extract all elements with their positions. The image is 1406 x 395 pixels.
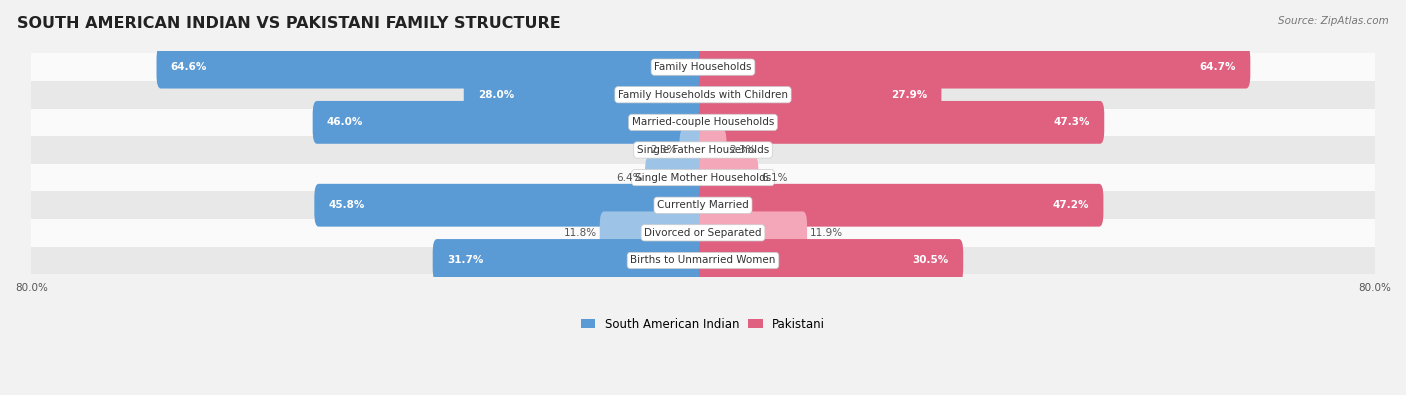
Bar [31,192,1375,219]
Text: 64.6%: 64.6% [170,62,207,72]
Text: Family Households: Family Households [654,62,752,72]
FancyBboxPatch shape [699,129,727,171]
Text: 64.7%: 64.7% [1199,62,1236,72]
Text: 27.9%: 27.9% [891,90,927,100]
FancyBboxPatch shape [699,73,942,116]
Bar [31,246,1375,274]
Bar [31,136,1375,164]
Text: Births to Unmarried Women: Births to Unmarried Women [630,256,776,265]
Text: 31.7%: 31.7% [447,256,484,265]
Text: Divorced or Separated: Divorced or Separated [644,228,762,238]
Text: 11.8%: 11.8% [564,228,598,238]
Bar [31,81,1375,109]
Text: Currently Married: Currently Married [657,200,749,210]
FancyBboxPatch shape [156,46,707,88]
Legend: South American Indian, Pakistani: South American Indian, Pakistani [578,314,828,335]
Text: Single Mother Households: Single Mother Households [636,173,770,182]
Text: 6.4%: 6.4% [616,173,643,182]
Text: Married-couple Households: Married-couple Households [631,117,775,127]
Text: 11.9%: 11.9% [810,228,842,238]
Text: 2.3%: 2.3% [651,145,676,155]
FancyBboxPatch shape [312,101,707,144]
FancyBboxPatch shape [699,156,758,199]
FancyBboxPatch shape [699,211,807,254]
FancyBboxPatch shape [699,184,1104,227]
FancyBboxPatch shape [315,184,707,227]
FancyBboxPatch shape [645,156,707,199]
Text: 28.0%: 28.0% [478,90,515,100]
Text: Family Households with Children: Family Households with Children [619,90,787,100]
Text: 2.3%: 2.3% [730,145,755,155]
FancyBboxPatch shape [433,239,707,282]
FancyBboxPatch shape [600,211,707,254]
Bar [31,219,1375,246]
Text: SOUTH AMERICAN INDIAN VS PAKISTANI FAMILY STRUCTURE: SOUTH AMERICAN INDIAN VS PAKISTANI FAMIL… [17,16,561,31]
Text: 6.1%: 6.1% [761,173,787,182]
Text: 47.2%: 47.2% [1053,200,1090,210]
Bar [31,53,1375,81]
FancyBboxPatch shape [699,239,963,282]
FancyBboxPatch shape [699,46,1250,88]
Text: 47.3%: 47.3% [1053,117,1090,127]
FancyBboxPatch shape [679,129,707,171]
FancyBboxPatch shape [464,73,707,116]
Text: 30.5%: 30.5% [912,256,949,265]
Text: Single Father Households: Single Father Households [637,145,769,155]
Text: 45.8%: 45.8% [329,200,366,210]
Text: 46.0%: 46.0% [328,117,363,127]
FancyBboxPatch shape [699,101,1104,144]
Bar [31,164,1375,192]
Text: Source: ZipAtlas.com: Source: ZipAtlas.com [1278,16,1389,26]
Bar [31,109,1375,136]
